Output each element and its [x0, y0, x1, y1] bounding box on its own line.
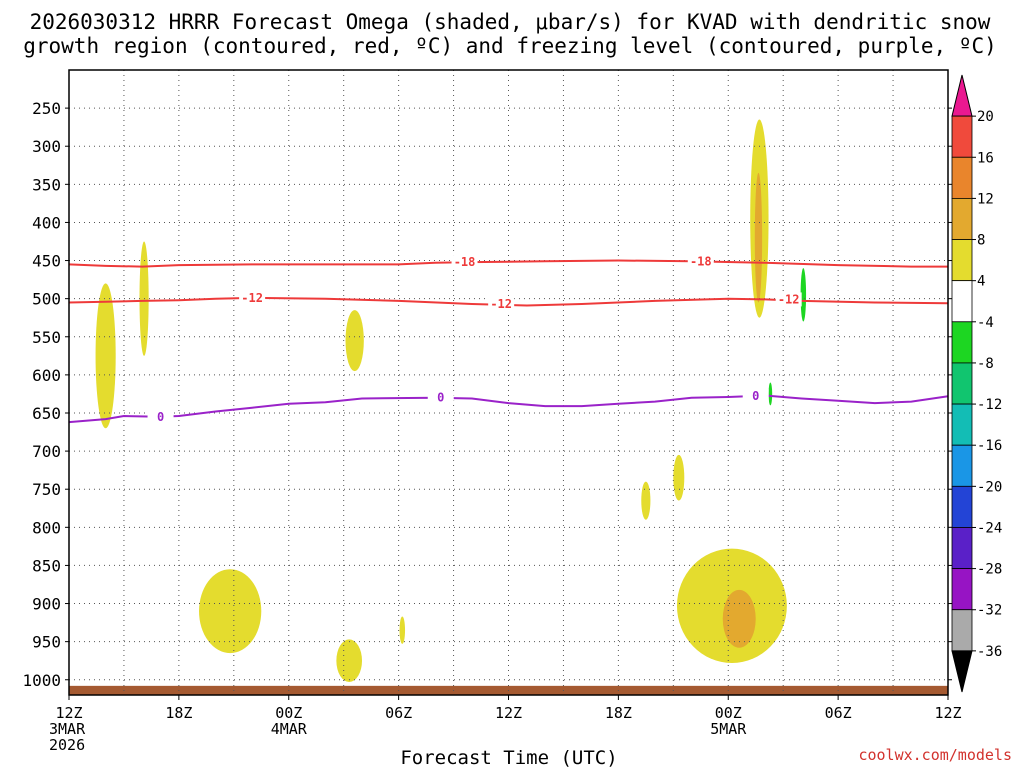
temp-minus12-label: -12: [490, 297, 512, 311]
omega-4-8-region: [345, 310, 364, 372]
temp-minus12-label: -12: [778, 292, 800, 306]
y-tick-label: 500: [32, 290, 61, 309]
colorbar-segment: [951, 321, 973, 364]
x-tick-label: 3MAR: [49, 720, 86, 738]
x-tick-label: 5MAR: [710, 720, 747, 738]
y-tick-label: 750: [32, 480, 61, 499]
temp-minus12-label: -12: [241, 291, 263, 305]
colorbar-tick-label: 12: [977, 191, 994, 207]
colorbar-tick-label: -24: [977, 520, 1002, 536]
y-tick-label: 900: [32, 595, 61, 614]
y-tick-label: 350: [32, 175, 61, 194]
colorbar-segment: [951, 444, 973, 487]
contour-label-bg: [742, 389, 769, 404]
colorbar-segment: [951, 156, 973, 199]
contour-label-bg: [239, 290, 266, 305]
colorbar-segment: [951, 239, 973, 282]
colorbar-tick-label: 20: [977, 109, 994, 125]
y-tick-label: 950: [32, 633, 61, 652]
colorbar-tick-label: 16: [977, 150, 994, 166]
chart-title-line-1: 2026030312 HRRR Forecast Omega (shaded, …: [30, 10, 991, 34]
omega-4-8-region: [641, 481, 651, 520]
omega-4-8-region: [199, 569, 262, 654]
colorbar-tick-label: -12: [977, 397, 1002, 413]
freezing-level-contour: [68, 394, 949, 424]
omega-4-8-region: [95, 283, 116, 429]
y-tick-label: 800: [32, 518, 61, 537]
y-tick-label: 1000: [22, 671, 61, 690]
omega-minus4-minus8-region: [768, 382, 773, 406]
contour-label-bg: [427, 390, 454, 405]
x-tick-label: 2026: [49, 736, 85, 754]
colorbar-segment: [951, 485, 973, 528]
y-tick-label: 400: [32, 213, 61, 232]
x-tick-label: 06Z: [825, 704, 852, 722]
y-tick-label: 850: [32, 556, 61, 575]
y-tick-label: 300: [32, 137, 61, 156]
omega-8-12-region: [754, 172, 763, 303]
colorbar-tick-label: -16: [977, 438, 1002, 454]
colorbar-tick-label: 4: [977, 274, 985, 290]
contour-label-bg: [488, 296, 515, 311]
colorbar-segment: [951, 527, 973, 570]
colorbar-tick-label: -8: [977, 356, 994, 372]
y-tick-label: 450: [32, 252, 61, 271]
plot-area: -18 -18 -12 -12 -12 0 0 0 250 300 350 400 450 500 550 6…: [22, 69, 962, 754]
contour-label-bg: [775, 292, 802, 307]
colorbar-tick-label: 8: [977, 233, 985, 249]
colorbar-tick-label: -20: [977, 479, 1002, 495]
colorbar-top-arrow: [951, 74, 973, 117]
freezing-level-label: 0: [752, 389, 759, 403]
colorbar: 20 16 12 8 4 -4 -8 -12 -16 -20 -24 -28 -32 -36: [951, 74, 1002, 693]
x-tick-label: 18Z: [165, 704, 192, 722]
chart-title-line-2: growth region (contoured, red, ºC) and f…: [23, 34, 997, 58]
x-tick-label: 12Z: [495, 704, 522, 722]
y-tick-label: 550: [32, 328, 61, 347]
x-axis-label: Forecast Time (UTC): [400, 747, 617, 768]
colorbar-segment: [951, 115, 973, 158]
omega-4-8-region: [673, 454, 685, 501]
colorbar-segment: [951, 609, 973, 652]
temp-minus18-label: -18: [690, 254, 712, 268]
colorbar-tick-label: -36: [977, 644, 1002, 660]
contour-label-bg: [147, 409, 174, 424]
contour-label-bg: [687, 254, 714, 269]
colorbar-segment: [951, 197, 973, 240]
source-credit: coolwx.com/models: [858, 746, 1012, 764]
x-tick-label: 00Z: [715, 704, 742, 722]
y-tick-label: 250: [32, 99, 61, 118]
colorbar-segment: [951, 568, 973, 611]
x-tick-label: 12Z: [934, 704, 961, 722]
colorbar-tick-label: -32: [977, 603, 1002, 619]
colorbar-tick-label: -28: [977, 562, 1002, 578]
colorbar-bottom-arrow: [951, 650, 973, 693]
y-tick-label: 650: [32, 404, 61, 423]
omega-minus4-minus8-region: [800, 268, 807, 322]
x-tick-label: 12Z: [55, 704, 82, 722]
omega-8-12-region: [722, 589, 756, 648]
colorbar-segment: [951, 403, 973, 446]
colorbar-tick-label: -4: [977, 315, 994, 331]
y-tick-label: 700: [32, 442, 61, 461]
colorbar-segment: [951, 362, 973, 405]
contour-label-bg: [451, 255, 478, 270]
omega-4-8-region: [336, 639, 362, 683]
x-tick-label: 4MAR: [271, 720, 308, 738]
y-tick-label: 600: [32, 366, 61, 385]
x-tick-label: 00Z: [275, 704, 302, 722]
colorbar-segment: [951, 280, 973, 323]
temp-minus18-label: -18: [454, 255, 476, 269]
freezing-level-label: 0: [437, 391, 444, 405]
x-tick-label: 18Z: [605, 704, 632, 722]
omega-4-8-region: [399, 616, 406, 644]
x-tick-label: 06Z: [385, 704, 412, 722]
freezing-level-label: 0: [157, 410, 164, 424]
